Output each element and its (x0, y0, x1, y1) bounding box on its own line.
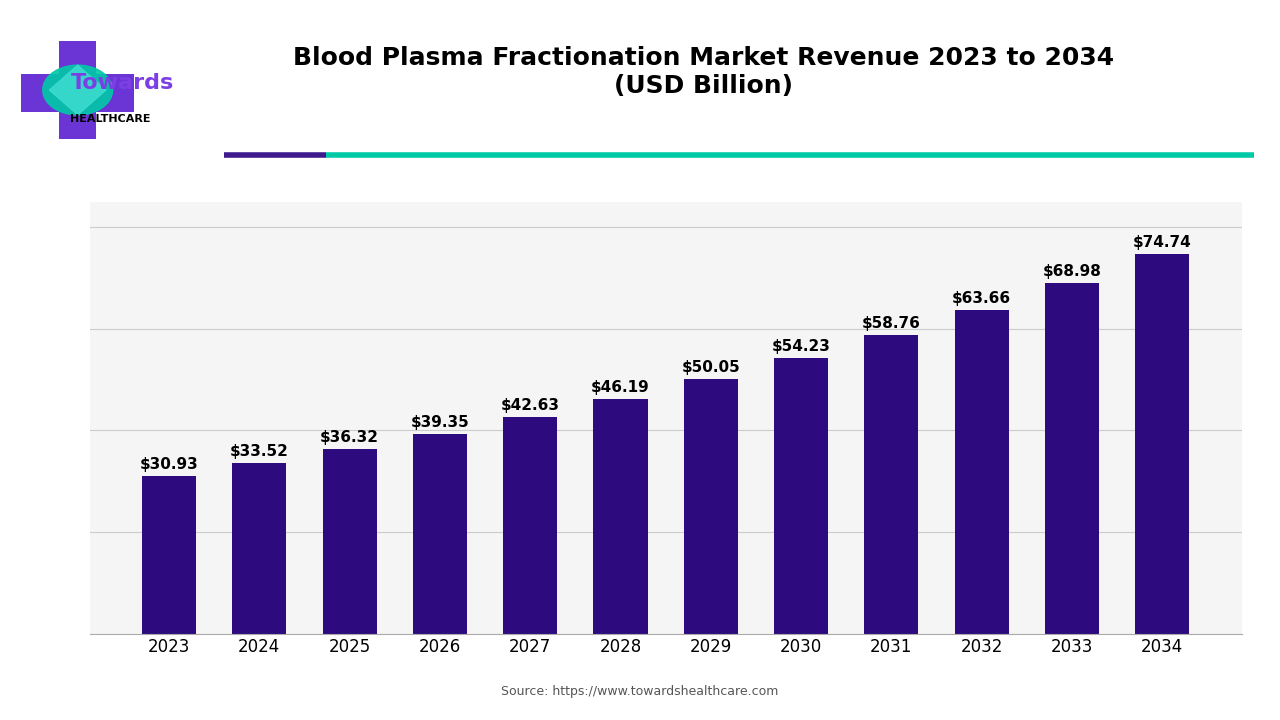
Text: $58.76: $58.76 (861, 316, 920, 331)
Bar (503, 417, 557, 634)
Bar (684, 379, 737, 634)
Bar (232, 463, 287, 634)
FancyBboxPatch shape (59, 41, 96, 138)
Text: $39.35: $39.35 (411, 415, 470, 430)
Text: $42.63: $42.63 (500, 398, 559, 413)
Bar (955, 310, 1009, 634)
Text: Towards: Towards (70, 73, 174, 93)
FancyBboxPatch shape (20, 73, 134, 112)
Bar (774, 358, 828, 634)
Text: Source: https://www.towardshealthcare.com: Source: https://www.towardshealthcare.co… (502, 685, 778, 698)
Bar (594, 399, 648, 634)
Text: $74.74: $74.74 (1133, 235, 1192, 250)
Text: $68.98: $68.98 (1042, 264, 1101, 279)
Text: $50.05: $50.05 (681, 360, 740, 375)
Text: HEALTHCARE: HEALTHCARE (70, 114, 151, 124)
Polygon shape (42, 66, 113, 114)
Bar (323, 449, 376, 634)
Bar (1135, 253, 1189, 634)
Polygon shape (50, 65, 106, 114)
Text: $54.23: $54.23 (772, 339, 831, 354)
Bar (1044, 283, 1100, 634)
Text: $63.66: $63.66 (952, 291, 1011, 306)
Text: $36.32: $36.32 (320, 430, 379, 445)
Text: $46.19: $46.19 (591, 379, 650, 395)
Text: Blood Plasma Fractionation Market Revenue 2023 to 2034
(USD Billion): Blood Plasma Fractionation Market Revenu… (293, 46, 1115, 98)
Text: $33.52: $33.52 (230, 444, 289, 459)
Text: $30.93: $30.93 (140, 457, 198, 472)
Bar (413, 433, 467, 634)
Bar (142, 477, 196, 634)
Bar (864, 335, 918, 634)
